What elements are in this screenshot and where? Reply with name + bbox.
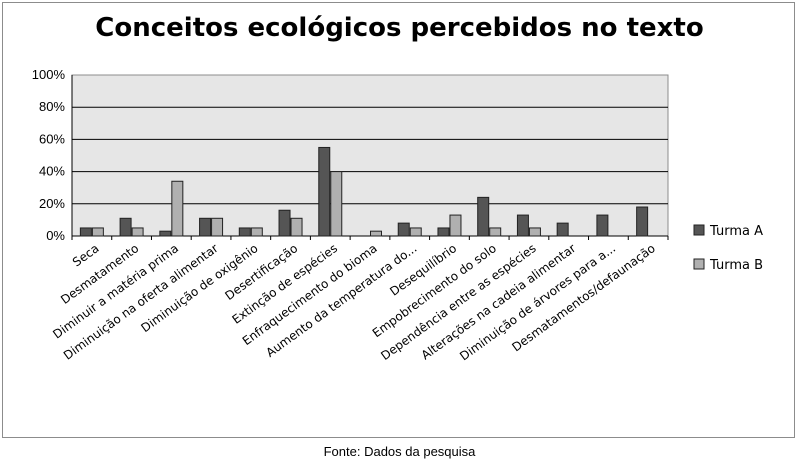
bar-turma-b: [250, 227, 263, 237]
bar-turma-a: [556, 222, 569, 237]
bar-turma-a: [636, 206, 649, 237]
bar-turma-a: [596, 214, 609, 237]
bar-turma-b: [171, 180, 184, 237]
plot-area: [71, 74, 669, 237]
bar-turma-a: [238, 227, 251, 237]
bar-turma-a: [199, 217, 212, 237]
bar-turma-b: [211, 217, 224, 237]
y-tick-label: 80%: [39, 99, 65, 114]
bar-turma-b: [370, 230, 382, 237]
bar-turma-b: [330, 171, 343, 237]
bar-turma-a: [397, 222, 410, 237]
bar-turma-a: [119, 217, 132, 237]
y-tick-label: 40%: [39, 164, 65, 179]
y-tick-label: 60%: [39, 131, 65, 146]
y-tick-label: 0%: [46, 228, 65, 243]
y-tick-label: 20%: [39, 196, 65, 211]
bar-turma-b: [290, 217, 303, 237]
bar-turma-b: [528, 227, 541, 237]
bar-turma-a: [159, 230, 172, 237]
bar-chart: 0%20%40%60%80%100%SecaDesmatamentoDiminu…: [32, 67, 763, 363]
source-note: Fonte: Dados da pesquisa: [323, 444, 476, 459]
bar-turma-a: [477, 196, 490, 237]
bar-turma-b: [91, 227, 104, 237]
x-category-label: Seca: [70, 241, 102, 269]
bar-turma-b: [131, 227, 144, 237]
bar-turma-b: [409, 227, 422, 237]
bar-turma-a: [79, 227, 92, 237]
legend-label: Turma B: [709, 258, 763, 273]
y-tick-label: 100%: [32, 67, 66, 82]
bar-turma-b: [489, 227, 502, 237]
bar-turma-a: [318, 146, 331, 237]
legend-label: Turma A: [709, 224, 763, 239]
bar-turma-a: [278, 209, 291, 237]
legend-swatch: [693, 258, 705, 270]
bar-turma-a: [516, 214, 529, 237]
chart-title: Conceitos ecológicos percebidos no texto: [95, 13, 704, 43]
bar-turma-a: [437, 227, 450, 237]
bar-turma-b: [449, 214, 462, 237]
legend-swatch: [693, 224, 705, 236]
